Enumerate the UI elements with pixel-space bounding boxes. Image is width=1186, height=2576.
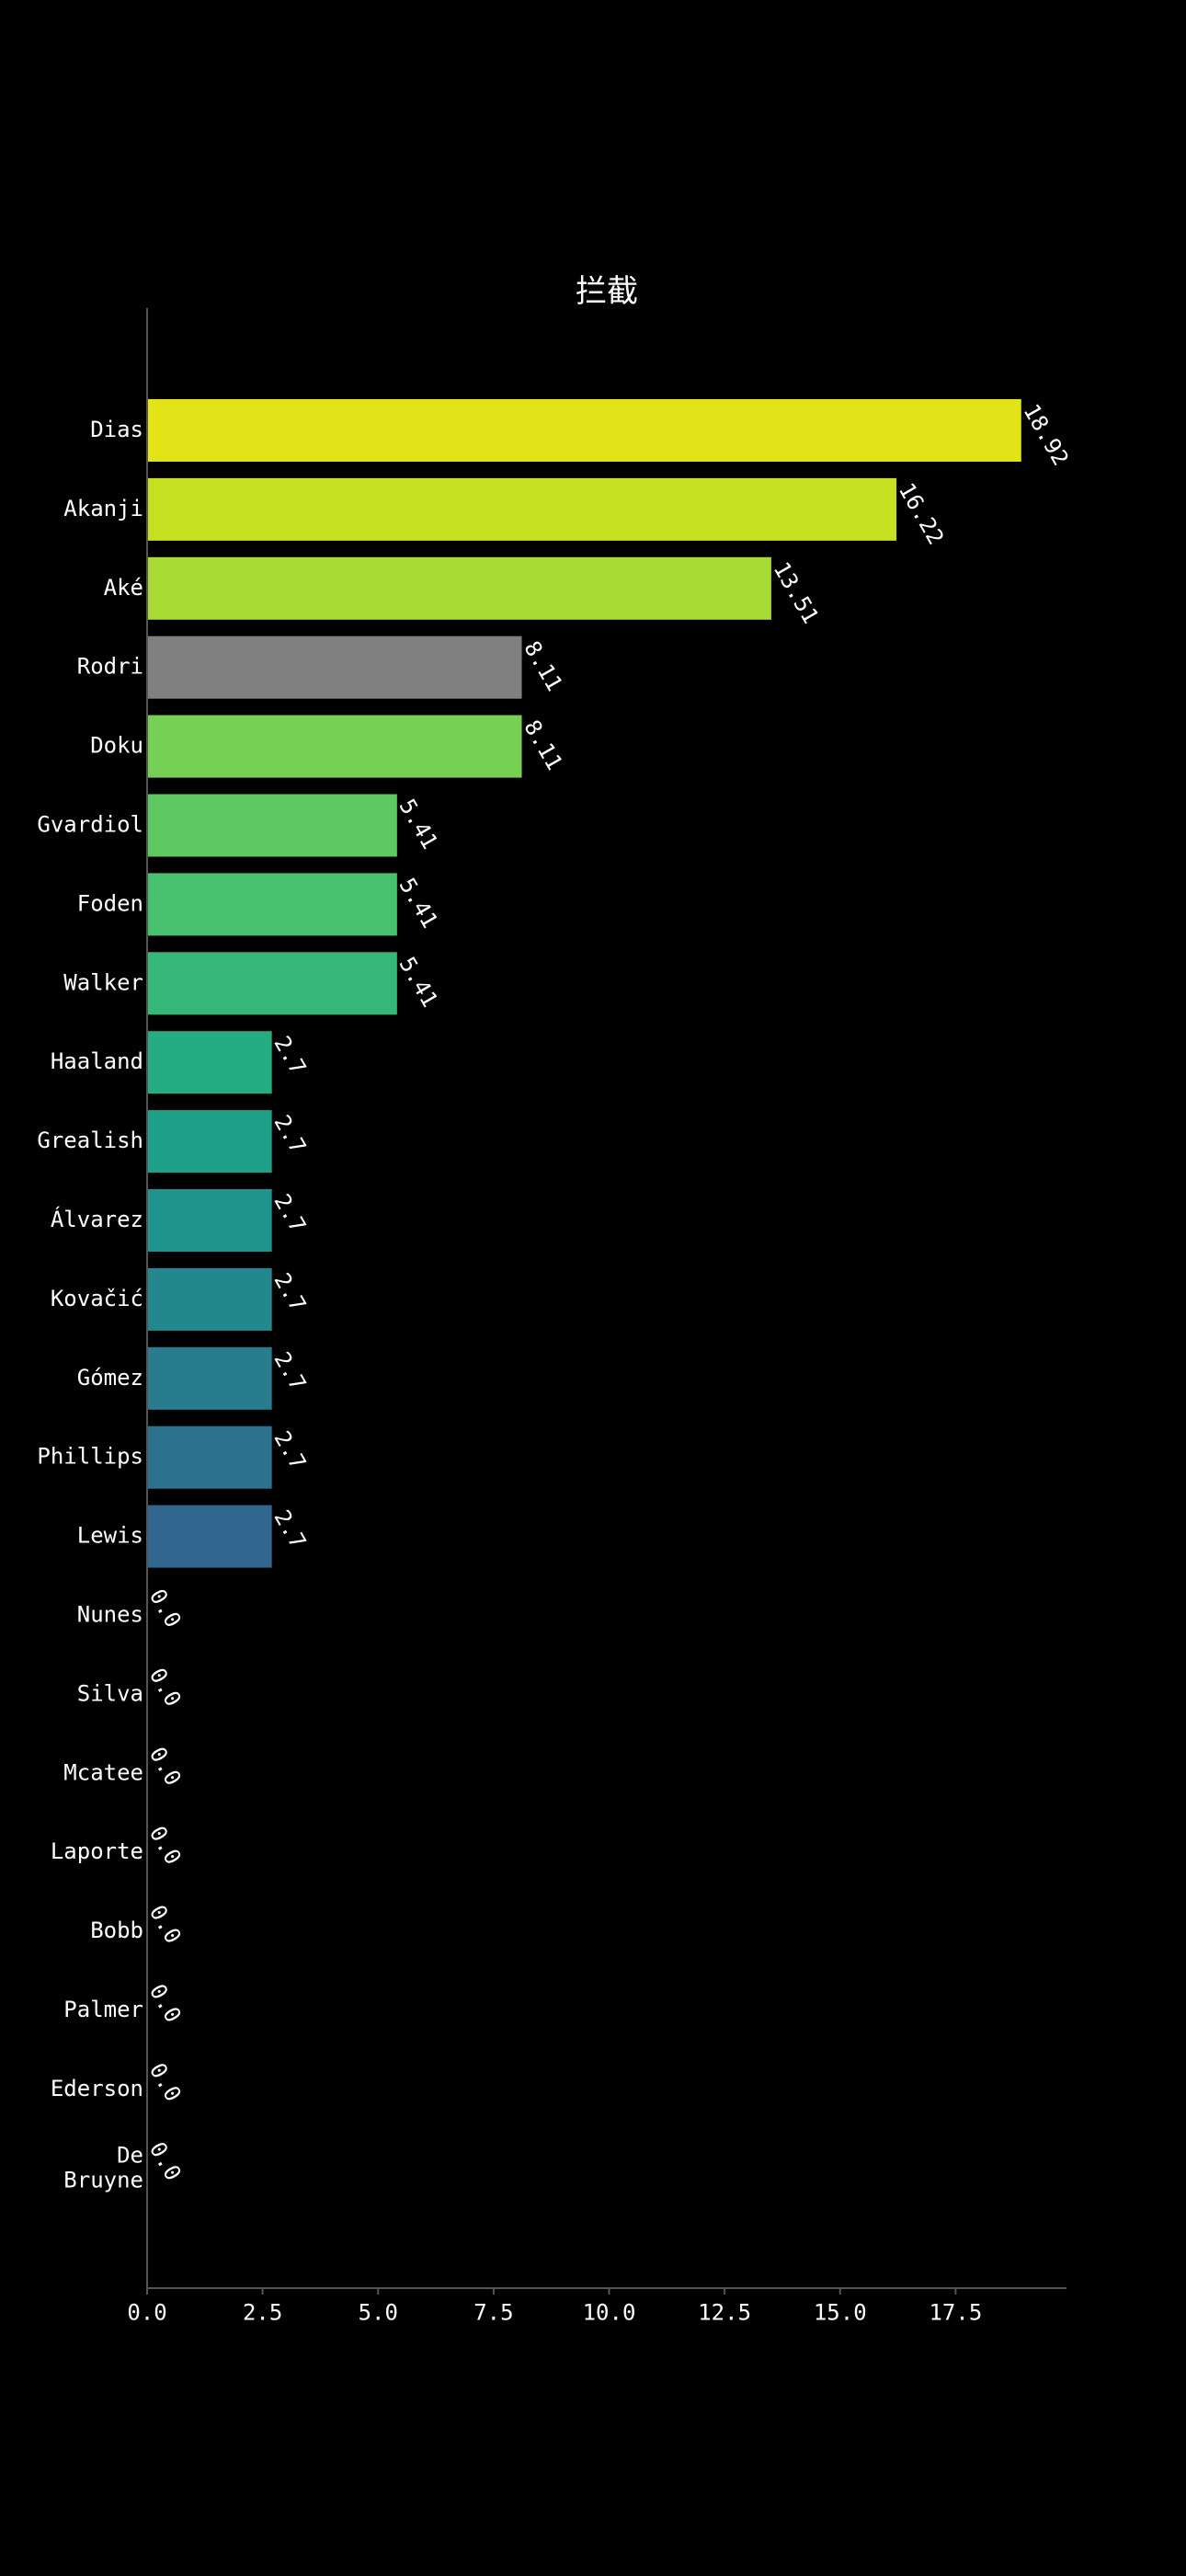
value-label: 0.0	[144, 2058, 187, 2106]
value-label: 5.41	[394, 795, 443, 853]
bar-3	[147, 635, 522, 699]
chart-title: 拦截	[576, 273, 638, 310]
value-label: 0.0	[144, 1664, 187, 1712]
category-label: Kovačić	[51, 1286, 143, 1311]
value-label: 8.11	[519, 636, 567, 695]
x-tick-label: 7.5	[473, 2300, 513, 2326]
x-tick-label: 5.0	[359, 2300, 398, 2326]
x-tick-label: 10.0	[583, 2300, 636, 2326]
value-label: 0.0	[144, 1822, 187, 1870]
bar-5	[147, 794, 397, 857]
category-label: Akanji	[63, 496, 143, 521]
value-label: 2.7	[268, 1190, 311, 1238]
bar-8	[147, 1031, 272, 1094]
value-label: 0.0	[144, 1743, 187, 1791]
value-label: 2.7	[268, 1347, 311, 1395]
bar-14	[147, 1505, 272, 1568]
category-label: Ederson	[51, 2076, 143, 2101]
category-label: Doku	[90, 733, 143, 759]
category-label: Laporte	[51, 1838, 143, 1864]
x-tick-label: 2.5	[243, 2300, 282, 2326]
category-label: Haaland	[51, 1048, 143, 1074]
category-label: Álvarez	[51, 1206, 143, 1232]
x-tick-label: 15.0	[814, 2300, 867, 2326]
bar-9	[147, 1110, 272, 1174]
category-label: Aké	[104, 575, 143, 601]
bar-2	[147, 556, 771, 620]
value-label: 2.7	[268, 1032, 311, 1080]
value-label: 16.22	[894, 478, 949, 549]
category-label: Walker	[63, 969, 143, 995]
value-label: 2.7	[268, 1506, 311, 1553]
value-label: 5.41	[394, 874, 443, 933]
category-label: Lewis	[77, 1523, 143, 1549]
bar-11	[147, 1267, 272, 1331]
value-label: 0.0	[144, 1585, 187, 1632]
category-label: Gvardiol	[37, 812, 143, 838]
value-label: 2.7	[268, 1426, 311, 1474]
value-label: 13.51	[769, 557, 824, 628]
value-label: 18.92	[1018, 400, 1073, 471]
category-label: Foden	[77, 890, 143, 916]
category-label: Bobb	[90, 1918, 143, 1943]
category-label: Palmer	[63, 1997, 143, 2022]
value-label: 0.0	[144, 1901, 187, 1949]
bar-4	[147, 715, 522, 778]
category-label: Gómez	[77, 1365, 143, 1391]
bars-layer	[147, 399, 1021, 1568]
x-tick-label: 17.5	[929, 2300, 982, 2326]
value-label: 0.0	[144, 2137, 187, 2185]
category-label: Nunes	[77, 1602, 143, 1628]
bar-6	[147, 873, 397, 936]
x-tick-label: 0.0	[127, 2300, 166, 2326]
bar-10	[147, 1189, 272, 1252]
category-label: Rodri	[77, 654, 143, 680]
axes-layer: 0.0 2.5 5.0 7.5 10.0 12.5 15.0 17.5	[127, 308, 1066, 2326]
bar-12	[147, 1346, 272, 1410]
value-label: 2.7	[268, 1268, 311, 1316]
bar-0	[147, 399, 1021, 462]
value-label: 5.41	[394, 953, 443, 1012]
value-label: 8.11	[519, 716, 567, 774]
bar-1	[147, 477, 897, 541]
category-label: Grealish	[37, 1128, 143, 1153]
bar-13	[147, 1425, 272, 1489]
category-label: Silva	[77, 1680, 143, 1706]
value-label: 0.0	[144, 1980, 187, 2028]
category-label: Phillips	[37, 1444, 143, 1470]
bar-7	[147, 952, 397, 1015]
category-label: De Bruyne	[63, 2142, 143, 2192]
value-label: 2.7	[268, 1111, 311, 1159]
x-tick-label: 12.5	[698, 2300, 751, 2326]
category-label: Mcatee	[63, 1759, 143, 1785]
category-label: Dias	[90, 417, 143, 442]
